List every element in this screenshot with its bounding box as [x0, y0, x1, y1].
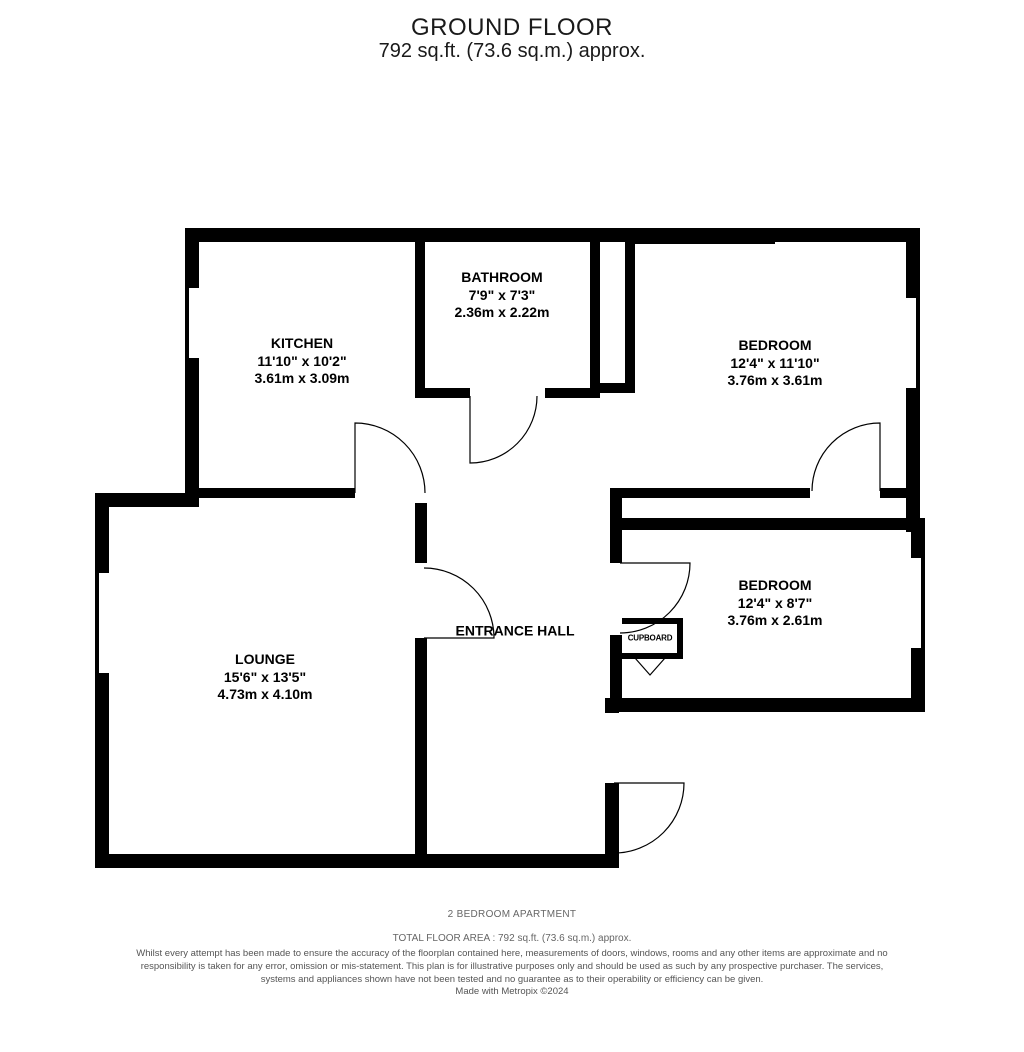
floor-title: GROUND FLOOR [0, 0, 1024, 42]
footer: 2 BEDROOM APARTMENT TOTAL FLOOR AREA : 7… [132, 908, 892, 999]
footer-apt-type: 2 BEDROOM APARTMENT [132, 908, 892, 922]
label-lounge: LOUNGE 15'6" x 13'5" 4.73m x 4.10m [218, 651, 313, 704]
footer-total-area: TOTAL FLOOR AREA : 792 sq.ft. (73.6 sq.m… [132, 932, 892, 946]
floor-plan: KITCHEN 11'10" x 10'2" 3.61m x 3.09m BAT… [0, 63, 1024, 863]
label-cupboard: CUPBOARD [628, 634, 673, 643]
footer-made-with: Made with Metropix ©2024 [132, 986, 892, 999]
label-hall: ENTRANCE HALL [456, 622, 575, 640]
label-bathroom: BATHROOM 7'9" x 7'3" 2.36m x 2.22m [455, 269, 550, 322]
floor-subtitle: 792 sq.ft. (73.6 sq.m.) approx. [0, 40, 1024, 63]
label-bedroom2: BEDROOM 12'4" x 8'7" 3.76m x 2.61m [728, 577, 823, 630]
label-kitchen: KITCHEN 11'10" x 10'2" 3.61m x 3.09m [255, 335, 350, 388]
label-bedroom1: BEDROOM 12'4" x 11'10" 3.76m x 3.61m [728, 337, 823, 390]
footer-disclaimer: Whilst every attempt has been made to en… [132, 948, 892, 986]
